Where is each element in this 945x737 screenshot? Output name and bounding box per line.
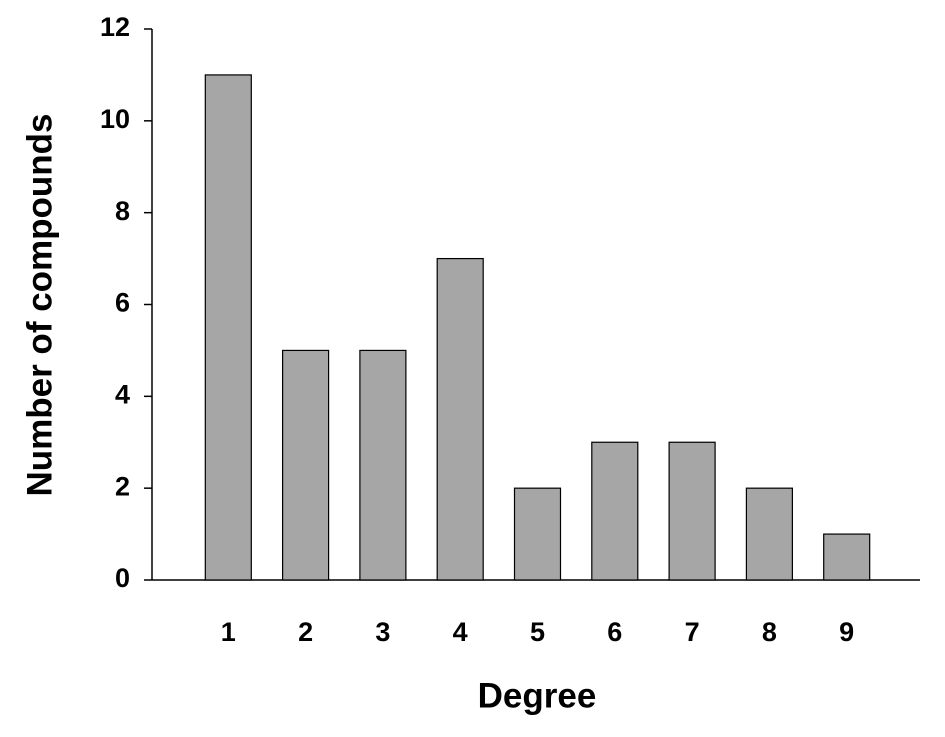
bar [823, 533, 871, 581]
x-axis-label: Degree [478, 676, 597, 715]
x-tick-label: 6 [607, 617, 622, 647]
y-tick-label: 2 [115, 471, 130, 501]
y-tick-label: 8 [115, 196, 130, 226]
x-tick-label: 9 [839, 617, 854, 647]
bar [204, 74, 252, 581]
y-axis-label: Number of compounds [20, 113, 59, 496]
x-tick-label: 2 [298, 617, 313, 647]
x-tick-label: 4 [453, 617, 468, 647]
x-tick-label: 1 [221, 617, 236, 647]
x-tick-label: 3 [375, 617, 390, 647]
y-tick-label: 4 [115, 379, 130, 409]
y-tick-label: 10 [100, 104, 130, 134]
x-tick-label: 5 [530, 617, 545, 647]
bar [745, 487, 794, 581]
bar [591, 441, 639, 581]
y-tick-label: 6 [115, 288, 130, 318]
bar [513, 487, 562, 581]
x-tick-label: 8 [762, 617, 777, 647]
x-tick-label: 7 [685, 617, 700, 647]
bar [282, 349, 330, 581]
bar [668, 441, 716, 581]
y-tick-label: 12 [100, 12, 130, 42]
y-tick-label: 0 [115, 563, 130, 593]
bar [436, 257, 484, 581]
bar [359, 349, 407, 581]
